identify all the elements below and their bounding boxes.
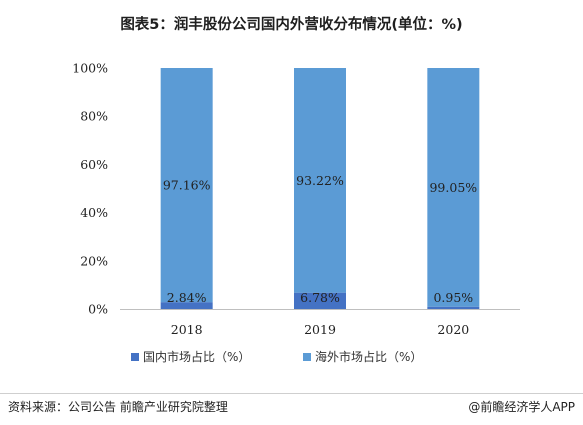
y-tick-label: 100%: [72, 61, 108, 76]
bar-segment: [294, 292, 346, 309]
y-tick-label: 80%: [80, 109, 108, 124]
bar-segment: [160, 302, 213, 309]
bar-segment: [427, 306, 480, 309]
x-tick-label: 2019: [304, 322, 336, 337]
x-tick-label: 2018: [171, 322, 203, 337]
bar-segment: [427, 68, 480, 307]
footer-divider: [0, 393, 583, 394]
chart-title: 图表5：润丰股份公司国内外营收分布情况(单位：%): [120, 17, 463, 33]
y-tick-label: 20%: [80, 253, 108, 268]
legend-swatch: [131, 353, 139, 361]
data-label: 97.16%: [163, 178, 211, 193]
y-tick-label: 40%: [80, 205, 108, 220]
source-note: 资料来源：公司公告 前瞻产业研究院整理: [8, 400, 228, 414]
data-label: 2.84%: [167, 290, 207, 305]
data-label: 0.95%: [433, 290, 473, 305]
legend-label: 海外市场占比（%）: [315, 349, 422, 364]
data-label: 99.05%: [429, 180, 477, 195]
bar-segment: [294, 68, 346, 293]
legend-swatch: [303, 353, 311, 361]
data-label: 6.78%: [300, 290, 340, 305]
bar-segment: [160, 68, 213, 303]
y-tick-label: 60%: [80, 157, 108, 172]
data-label: 93.22%: [296, 173, 344, 188]
y-tick-label: 0%: [88, 302, 108, 317]
brand-credit: @前瞻经济学人APP: [468, 400, 575, 414]
x-tick-label: 2020: [437, 322, 469, 337]
legend-label: 国内市场占比（%）: [143, 349, 250, 364]
